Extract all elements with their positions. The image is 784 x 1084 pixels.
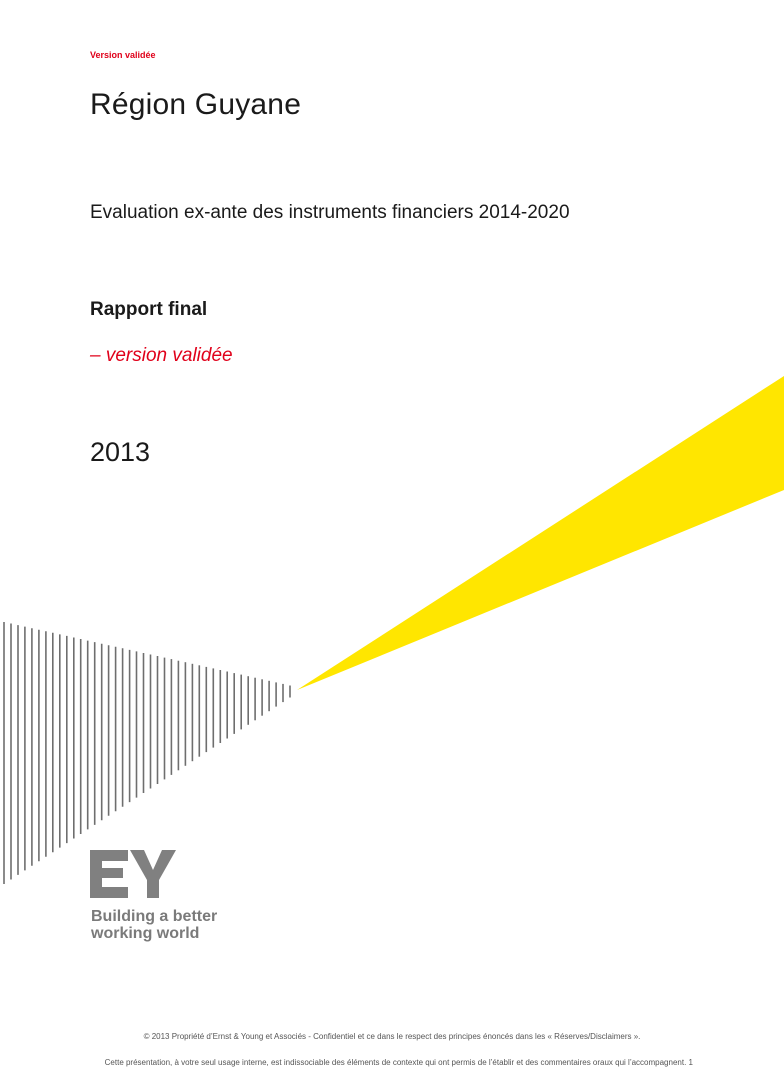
client-title: Région Guyane — [90, 88, 302, 121]
stripes-pattern — [3, 622, 291, 884]
tagline-line-1: Building a better — [91, 908, 218, 925]
ey-logo-icon — [90, 850, 176, 898]
page-number: 1 — [688, 1058, 693, 1067]
report-type: Rapport final — [90, 299, 208, 320]
yellow-beam-shape — [297, 376, 784, 690]
footer-copyright: © 2013 Propriété d’Ernst & Young et Asso… — [143, 1032, 641, 1041]
footer-disclaimer: Cette présentation, à votre seul usage i… — [70, 1058, 693, 1067]
brand-tagline: Building a better working world — [91, 908, 217, 942]
footer-disclaimer-text: Cette présentation, à votre seul usage i… — [104, 1058, 687, 1067]
version-tag: Version validée — [90, 50, 156, 60]
report-year: 2013 — [90, 437, 151, 467]
document-subtitle: Evaluation ex-ante des instruments finan… — [90, 202, 570, 223]
tagline-line-2: working world — [91, 925, 200, 942]
version-label: – version validée — [90, 345, 233, 366]
